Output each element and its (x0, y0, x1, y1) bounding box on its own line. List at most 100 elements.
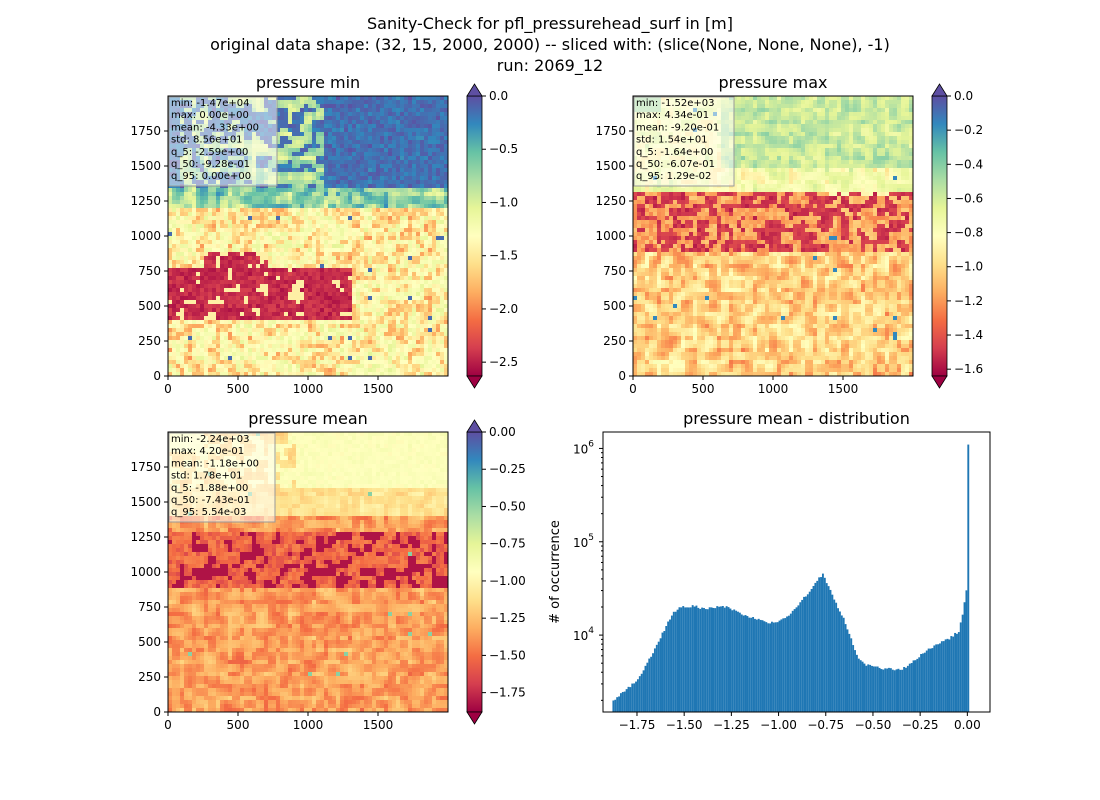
histogram-bar (718, 606, 721, 712)
histogram-bar (950, 636, 953, 712)
histogram-bar (720, 606, 722, 712)
histogram-bar (929, 648, 932, 712)
histogram-bar (923, 652, 926, 712)
histogram-bar (752, 617, 755, 712)
histogram-bar (867, 664, 870, 712)
histogram-bar (865, 665, 868, 712)
histogram-bar (644, 665, 647, 712)
histogram-bar (769, 623, 772, 712)
y-tick-label: 1250 (130, 194, 161, 208)
x-tick-label: 1500 (363, 718, 394, 732)
y-tick-label: 105 (573, 533, 594, 550)
histogram-bar (669, 619, 671, 712)
histogram-bar (786, 616, 789, 712)
histogram-bar (799, 602, 802, 712)
histogram-bar (829, 589, 832, 712)
histogram-bar (663, 630, 666, 712)
colorbar-tick-label: −0.6 (954, 191, 983, 205)
colorbar-gradient (931, 95, 948, 377)
histogram-bars (612, 444, 970, 712)
histogram-bar (863, 663, 866, 712)
histogram-bar (880, 669, 883, 712)
stats-line: q_95: 5.54e-03 (171, 507, 246, 518)
histogram-bar (797, 605, 800, 712)
y-tick-label: 1750 (595, 124, 626, 138)
histogram-bar (835, 602, 838, 712)
histogram-bar (772, 622, 775, 712)
histogram-bar (788, 615, 790, 712)
colorbar-tick-label: 0.00 (489, 425, 516, 439)
histogram-bar (897, 668, 900, 712)
colorbar-gradient (466, 431, 483, 713)
histogram-bar (893, 670, 896, 712)
figure-title-line-2: original data shape: (32, 15, 2000, 2000… (210, 35, 890, 54)
histogram-bar (748, 617, 751, 712)
colorbar-tick-label: −1.25 (489, 611, 526, 625)
histogram-bar (716, 606, 719, 712)
histogram-bar (674, 611, 677, 712)
histogram-bar (776, 622, 779, 712)
histogram-bar (920, 654, 923, 712)
histogram-bar (801, 599, 804, 712)
histogram-bar (825, 583, 828, 712)
y-tick-label: 1250 (595, 194, 626, 208)
histogram-bar (750, 617, 753, 712)
y-tick-label: 750 (603, 264, 626, 278)
histogram-bar (935, 644, 938, 712)
histogram-bar (701, 607, 704, 712)
colorbar-tick-label: −1.6 (954, 362, 983, 376)
histogram-bar (857, 658, 860, 712)
histogram-bar (910, 663, 913, 712)
histogram-bar (712, 607, 715, 712)
colorbar-tick-label: −0.4 (954, 157, 983, 171)
histogram-bar (937, 644, 940, 712)
histogram-bar (952, 636, 955, 712)
y-tick-label: 1500 (130, 495, 161, 509)
x-tick-label: 500 (227, 718, 250, 732)
histogram-bar (763, 621, 766, 712)
y-tick-label: 750 (138, 264, 161, 278)
colorbar-tick-label: −0.25 (489, 462, 526, 476)
stats-line: std: 1.54e+01 (636, 135, 708, 146)
histogram-bar (727, 607, 730, 712)
panel-title: pressure max (718, 73, 827, 92)
histogram-bar (648, 658, 651, 712)
y-tick-label: 250 (603, 334, 626, 348)
histogram-bar (846, 629, 849, 712)
histogram-bar (965, 590, 968, 712)
colorbar-tick-label: −1.50 (489, 648, 526, 662)
colorbar: 0.0 −0.2 −0.4 −0.6 −0.8 −1.0 −1.2 −1.4 −1.6 (931, 83, 983, 389)
histogram-bar (629, 687, 632, 712)
histogram-bar (676, 609, 679, 712)
stats-line: mean: -9.20e-01 (636, 122, 719, 133)
colorbar-extend-top (466, 83, 483, 97)
colorbar-extend-top (466, 419, 483, 433)
stats-line: mean: -1.18e+00 (171, 458, 259, 469)
histogram-bar (957, 632, 960, 712)
histogram-bar (903, 666, 906, 712)
histogram-bar (693, 606, 696, 712)
histogram-bar (708, 607, 711, 712)
colorbar-gradient (466, 95, 483, 377)
stats-line: std: 8.56e+01 (171, 135, 243, 146)
histogram-bar (706, 609, 709, 712)
histogram-bar (733, 609, 736, 712)
colorbar-extend-top (931, 83, 948, 97)
heatmap-panel: pressure min 0 500 1000 1500 0 250 500 750 1000 12… (130, 73, 518, 396)
histogram-bar (635, 681, 637, 712)
histogram-bar (901, 669, 904, 712)
histogram-bar (912, 660, 915, 712)
histogram-bar (638, 676, 641, 712)
x-tick-label: 1500 (828, 382, 859, 396)
histogram-bar (905, 667, 907, 712)
histogram-bar (884, 668, 887, 712)
histogram-bar (933, 645, 936, 712)
stats-line: mean: -4.33e+00 (171, 122, 259, 133)
y-tick-label: 1000 (130, 565, 161, 579)
histogram-bar (714, 608, 717, 712)
histogram-bar (810, 588, 813, 712)
x-tick-label: 500 (227, 382, 250, 396)
x-tick-label: −0.25 (902, 718, 939, 732)
histogram-bar (961, 614, 964, 712)
panel-title: pressure mean (248, 409, 368, 428)
